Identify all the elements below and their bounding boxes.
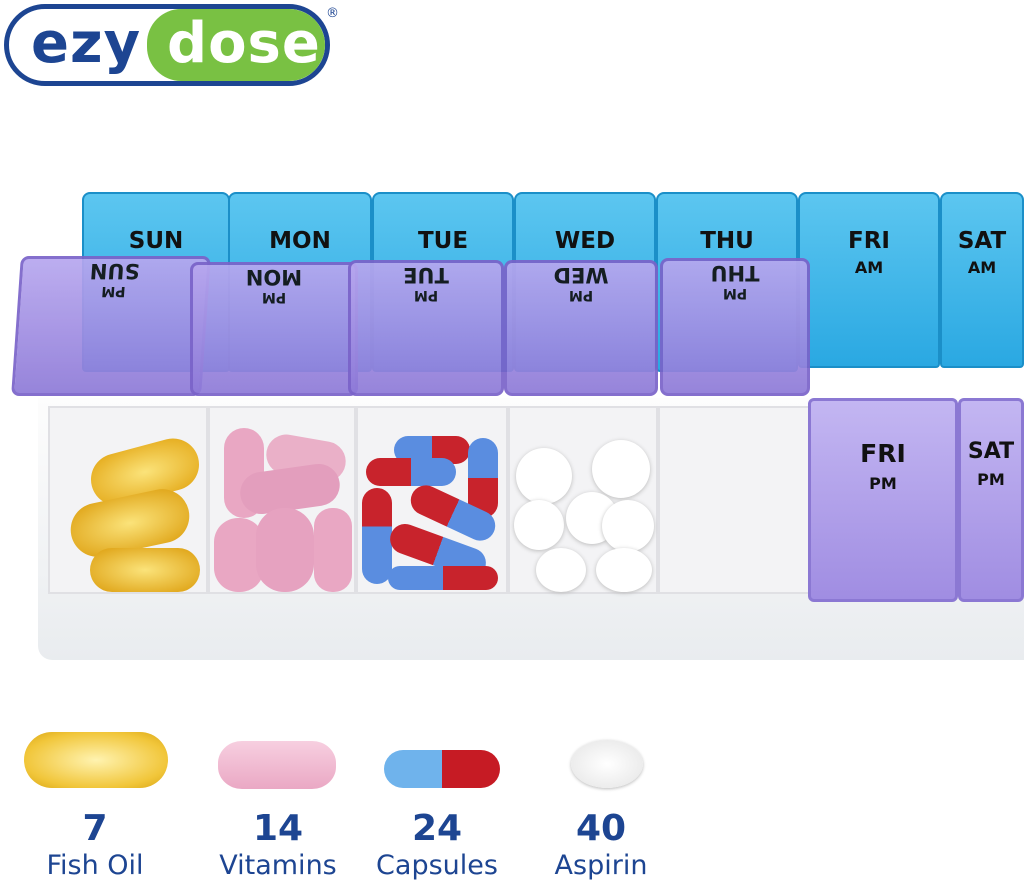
pm-lid-tue-open[interactable]: PM TUE	[348, 260, 504, 396]
lid-day: TUE	[417, 228, 469, 254]
aspirin-icon	[571, 740, 643, 788]
logo-ezy: ezy	[31, 11, 142, 76]
lid-period: PM	[100, 283, 127, 299]
lid-day: SAT	[967, 439, 1015, 464]
lid-period: PM	[568, 287, 594, 303]
pm-lid-fri[interactable]: FRI PM	[808, 398, 958, 602]
lid-period: PM	[722, 285, 748, 301]
compartment-sun	[48, 406, 208, 594]
lid-period: PM	[261, 289, 287, 305]
compartment-wed	[508, 406, 658, 594]
lid-day: WED	[554, 228, 616, 254]
lid-period: PM	[413, 287, 439, 303]
compartment-thu	[658, 406, 810, 594]
pm-lid-sun-open[interactable]: PM SUN	[11, 256, 211, 396]
aspirin-count: 40	[575, 808, 627, 849]
capsule-icon	[384, 750, 500, 788]
lid-day: TUE	[403, 263, 449, 287]
compartment-mon	[208, 406, 356, 594]
lid-day: SAT	[957, 228, 1007, 254]
logo-dose: dose	[167, 11, 321, 76]
lid-day: SUN	[89, 259, 141, 283]
vitamins-count: 14	[252, 808, 304, 849]
lid-day: FRI	[860, 439, 906, 468]
fish-oil-icon	[24, 732, 168, 788]
fish-oil-count: 7	[82, 808, 108, 849]
am-lid-sat[interactable]: SAT AM	[940, 192, 1024, 368]
lid-period: PM	[977, 470, 1005, 489]
lid-day: WED	[553, 263, 609, 287]
lid-day: MON	[269, 228, 331, 254]
lid-period: PM	[869, 474, 897, 493]
capsules-count: 24	[411, 808, 463, 849]
pm-lid-sat[interactable]: SAT PM	[958, 398, 1024, 602]
pm-lid-mon-open[interactable]: PM MON	[190, 262, 358, 396]
capsules-label: Capsules	[376, 850, 498, 881]
am-lid-fri[interactable]: FRI AM	[798, 192, 940, 368]
lid-day: THU	[700, 228, 754, 254]
compartment-tue	[356, 406, 508, 594]
lid-day: THU	[710, 261, 760, 285]
lid-day: FRI	[848, 228, 890, 254]
lid-period: AM	[854, 258, 884, 277]
pm-lid-wed-open[interactable]: PM WED	[504, 260, 658, 396]
fish-oil-label: Fish Oil	[46, 850, 144, 881]
pm-lid-thu-open[interactable]: PM THU	[660, 258, 810, 396]
vitamins-label: Vitamins	[219, 850, 337, 881]
lid-day: MON	[245, 265, 303, 289]
aspirin-label: Aspirin	[554, 850, 648, 881]
ezy-dose-logo: ezy dose	[4, 4, 330, 86]
registered-mark: ®	[326, 6, 339, 21]
lid-day: SUN	[128, 228, 184, 254]
vitamin-icon	[218, 741, 336, 789]
lid-period: AM	[967, 258, 997, 277]
